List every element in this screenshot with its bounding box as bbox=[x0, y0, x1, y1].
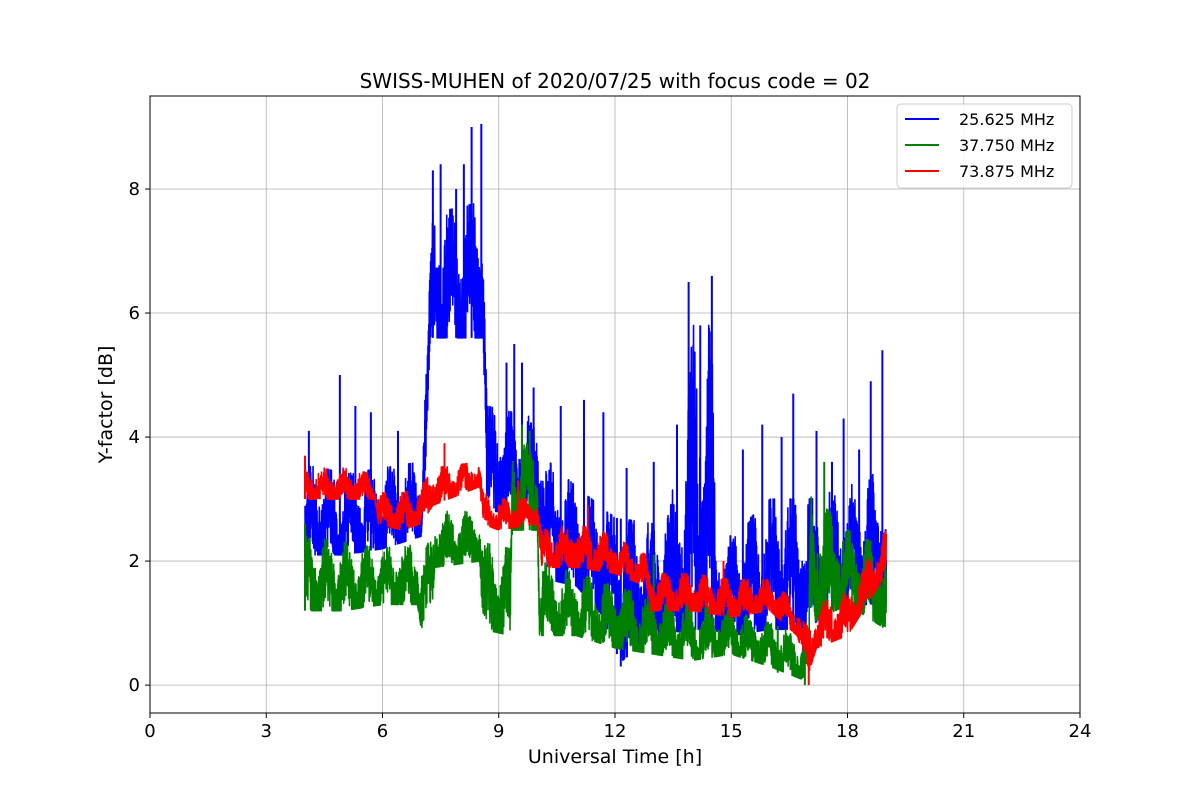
chart-title: SWISS-MUHEN of 2020/07/25 with focus cod… bbox=[360, 69, 871, 93]
y-axis-title: Y-factor [dB] bbox=[95, 346, 117, 465]
legend: 25.625 MHz 37.750 MHz 73.875 MHz bbox=[896, 103, 1073, 189]
x-axis: 0 3 6 9 12 15 18 21 24 bbox=[144, 713, 1091, 742]
x-tick-label: 21 bbox=[952, 721, 975, 742]
y-axis: 0 2 4 6 8 bbox=[129, 179, 150, 696]
legend-label: 37.750 MHz bbox=[959, 136, 1054, 155]
legend-label: 73.875 MHz bbox=[959, 162, 1054, 181]
x-tick-label: 9 bbox=[493, 721, 504, 742]
y-tick-label: 4 bbox=[129, 427, 140, 448]
x-tick-label: 15 bbox=[720, 721, 743, 742]
legend-box bbox=[896, 103, 1073, 189]
series-line bbox=[304, 442, 888, 680]
x-tick-label: 12 bbox=[604, 721, 627, 742]
y-tick-label: 6 bbox=[129, 303, 140, 324]
x-tick-label: 3 bbox=[261, 721, 272, 742]
legend-label: 25.625 MHz bbox=[959, 110, 1054, 129]
series-line bbox=[304, 203, 888, 661]
x-tick-label: 6 bbox=[377, 721, 388, 742]
x-tick-label: 18 bbox=[836, 721, 859, 742]
series-layer bbox=[304, 123, 888, 686]
x-tick-label: 0 bbox=[144, 721, 155, 742]
y-tick-label: 0 bbox=[129, 675, 140, 696]
series-line bbox=[304, 462, 888, 671]
y-tick-label: 8 bbox=[129, 179, 140, 200]
x-tick-label: 24 bbox=[1069, 721, 1092, 742]
y-tick-label: 2 bbox=[129, 551, 140, 572]
x-axis-title: Universal Time [h] bbox=[528, 746, 702, 768]
